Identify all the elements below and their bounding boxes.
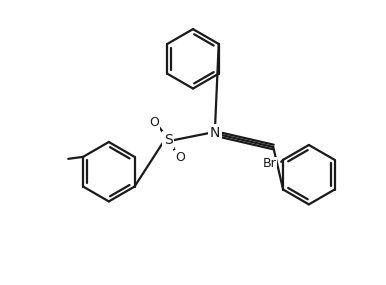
Text: S: S [164, 133, 173, 147]
Text: O: O [149, 116, 159, 129]
Text: O: O [175, 151, 185, 164]
Text: N: N [210, 126, 220, 140]
Text: Br: Br [262, 157, 276, 170]
